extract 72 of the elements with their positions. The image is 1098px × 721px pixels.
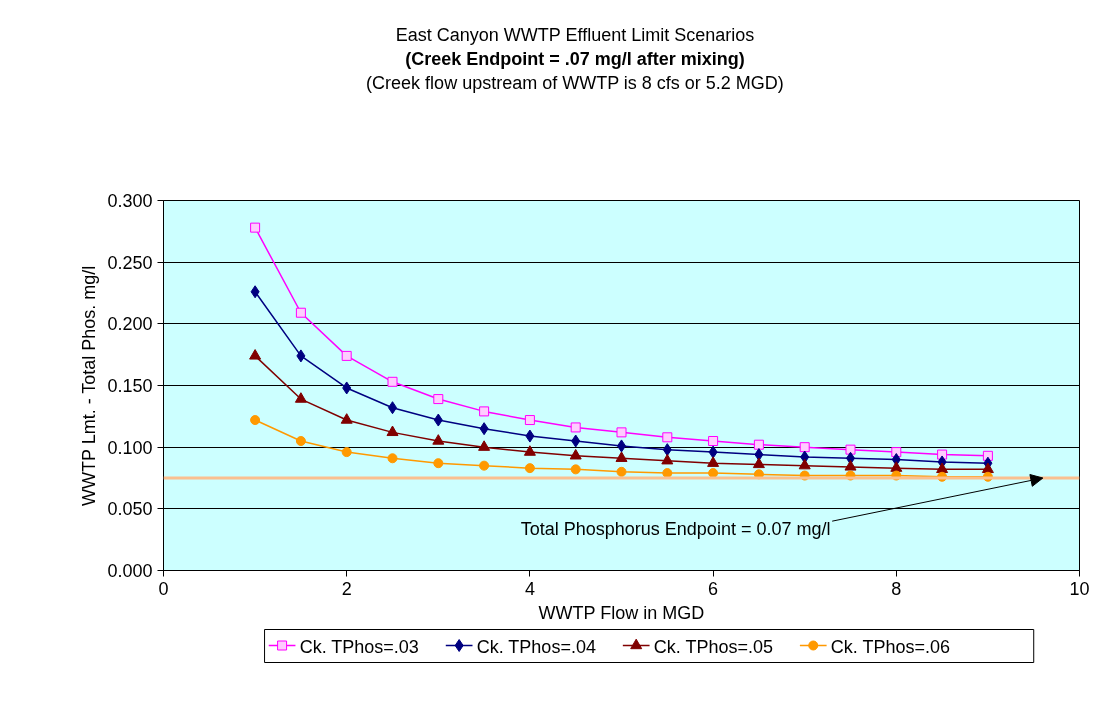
point xyxy=(525,429,535,443)
legend-label: Ck. TPhos=.04 xyxy=(476,636,596,657)
point xyxy=(479,460,490,471)
point xyxy=(571,434,581,448)
x-axis-title: WWTP Flow in MGD xyxy=(538,602,705,623)
y-tick-label: 0.200 xyxy=(107,314,153,335)
point xyxy=(341,447,352,458)
point xyxy=(479,406,490,417)
legend-label: Ck. TPhos=.06 xyxy=(830,636,951,657)
point xyxy=(432,434,445,445)
point xyxy=(754,448,764,462)
chart-title: East Canyon WWTP Effluent Limit Scenarios xyxy=(394,24,756,47)
x-tick-label: 0 xyxy=(158,578,169,599)
x-tick-label: 2 xyxy=(341,578,352,599)
point xyxy=(295,436,306,446)
x-tick-label: 4 xyxy=(524,578,535,599)
point xyxy=(433,413,443,427)
y-tick-label: 0.300 xyxy=(107,191,153,211)
point xyxy=(295,307,306,318)
point xyxy=(570,422,581,433)
y-tick-label: 0.100 xyxy=(107,437,153,458)
y-tick-label: 0.250 xyxy=(107,252,153,273)
legend-label: Ck. TPhos=.03 xyxy=(299,636,419,657)
point xyxy=(890,461,903,472)
point xyxy=(340,413,353,424)
point xyxy=(616,427,627,438)
point xyxy=(342,381,352,395)
point xyxy=(570,464,581,475)
x-tick-label: 10 xyxy=(1069,578,1090,599)
point xyxy=(799,442,810,453)
point xyxy=(433,394,444,405)
point xyxy=(294,392,307,403)
y-axis-title: WWTP Lmt. - Total Phos. mg/l xyxy=(79,265,100,507)
y-tick-label: 0.150 xyxy=(107,376,153,396)
point xyxy=(798,458,811,470)
point xyxy=(341,350,352,361)
point xyxy=(479,422,489,436)
point xyxy=(524,415,535,426)
point xyxy=(753,439,764,450)
point xyxy=(523,445,536,456)
point xyxy=(387,376,398,387)
point xyxy=(707,456,720,467)
point xyxy=(662,443,672,457)
y-tick-label: 0.050 xyxy=(107,499,153,520)
point xyxy=(615,451,628,462)
point xyxy=(844,460,857,471)
point xyxy=(249,349,262,360)
point xyxy=(250,222,261,233)
point xyxy=(478,440,491,451)
point xyxy=(981,462,994,474)
point xyxy=(845,444,856,455)
point xyxy=(524,463,535,474)
point xyxy=(250,415,261,426)
chart-subtitle: (Creek Endpoint = .07 mg/l after mixing) (Creek flow upstream of WWTP is 8 cfs or 5.2 MGD) xyxy=(366,48,784,95)
point xyxy=(708,436,719,446)
point xyxy=(936,462,949,474)
point xyxy=(616,466,627,477)
point xyxy=(250,285,260,299)
point xyxy=(661,453,674,465)
legend-label: Ck. TPhos=.05 xyxy=(653,636,773,657)
point xyxy=(662,432,673,443)
x-tick-label: 8 xyxy=(891,578,902,599)
point xyxy=(387,453,398,464)
point xyxy=(752,457,765,469)
point xyxy=(433,458,444,469)
x-tick-label: 6 xyxy=(708,578,719,599)
point xyxy=(569,448,582,460)
point xyxy=(386,425,399,437)
y-tick-label: 0.000 xyxy=(107,561,153,581)
point xyxy=(708,445,718,459)
ref-line-label: Total Phosphorus Endpoint = 0.07 mg/l xyxy=(520,518,831,539)
point xyxy=(296,349,306,363)
